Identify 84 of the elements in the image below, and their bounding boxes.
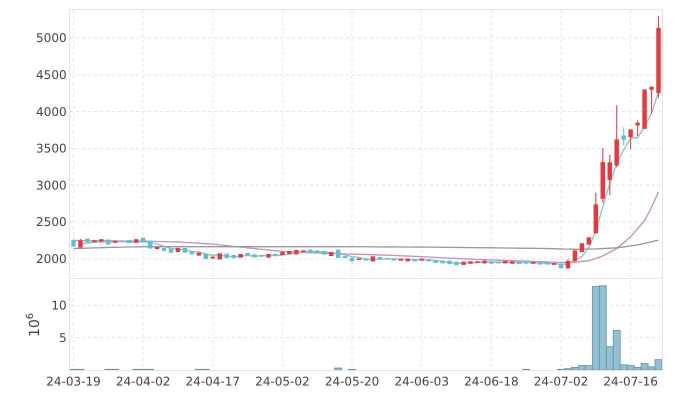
candlestick (524, 261, 528, 264)
candlestick (224, 253, 229, 258)
line-series (72, 239, 660, 250)
line-series (72, 191, 660, 264)
candlestick (412, 258, 417, 262)
candlestick (378, 256, 382, 260)
candlestick (328, 252, 334, 256)
candlestick (649, 86, 654, 114)
candlestick (635, 120, 640, 136)
candlestick (294, 250, 299, 255)
x-tick-label: 24-05-20 (324, 374, 380, 388)
candlestick (656, 16, 661, 98)
candlestick (231, 254, 236, 259)
candlestick (600, 147, 606, 204)
candlestick (182, 248, 188, 254)
line-series (80, 91, 660, 266)
candlestick (308, 249, 312, 254)
candlestick (406, 258, 410, 262)
y-tick-label: 4500 (36, 68, 67, 82)
candlestick (628, 128, 633, 150)
candlestick (454, 261, 459, 266)
candlestick (447, 260, 452, 265)
candlestick (642, 89, 647, 130)
candlestick (510, 260, 514, 264)
candlestick (489, 260, 494, 264)
candlestick (134, 238, 138, 244)
candlestick (85, 238, 90, 243)
candlestick (287, 250, 292, 254)
y-tick-label: 10 (51, 298, 67, 312)
y-tick-label: 3000 (36, 178, 67, 192)
y-tick-label: 3500 (36, 142, 67, 156)
candlestick (538, 262, 542, 265)
candlestick (196, 252, 202, 256)
candlestick (586, 237, 592, 245)
candlestick (99, 238, 104, 242)
candlestick (496, 261, 501, 264)
candlestick (461, 261, 466, 266)
candlestick (552, 262, 556, 266)
candlestick (420, 258, 424, 261)
candlestick (398, 258, 404, 261)
candlestick (218, 252, 222, 260)
x-tick-label: 24-07-16 (603, 374, 658, 388)
candlestick (140, 237, 146, 243)
candlestick (315, 250, 320, 254)
candlestick (426, 258, 431, 262)
candlestick (336, 249, 340, 258)
candlestick (566, 258, 570, 269)
candlestick (322, 250, 326, 255)
candlestick (503, 260, 508, 264)
y-tick-label: 2500 (36, 215, 67, 230)
candlestick (252, 254, 257, 258)
candlestick (614, 104, 619, 168)
y-tick-label: 2000 (36, 252, 67, 266)
candlestick (106, 239, 111, 245)
candlestick (621, 126, 626, 146)
candlestick (433, 260, 438, 264)
y-tick-label: 4000 (36, 104, 67, 119)
candlestick (113, 240, 118, 244)
candlestick (204, 254, 208, 260)
x-tick-label: 24-07-02 (534, 374, 588, 388)
candlestick (120, 240, 124, 242)
candlestick (580, 242, 584, 253)
candlestick (482, 259, 487, 264)
candlestick (572, 250, 578, 262)
x-tick-label: 24-05-02 (255, 374, 310, 388)
candlestick (210, 256, 215, 260)
candlestick (608, 154, 612, 196)
candlestick (530, 262, 536, 264)
candlestick (594, 192, 598, 234)
x-tick-label: 24-03-19 (46, 374, 101, 388)
y-tick-label: 5 (58, 330, 67, 345)
candlestick (342, 256, 348, 259)
y-tick-label: 5000 (36, 31, 67, 46)
candlestick (245, 252, 250, 256)
candlestick (238, 254, 243, 258)
candlestick (440, 260, 445, 264)
x-tick-label: 24-06-03 (394, 374, 449, 388)
candlestick (78, 238, 83, 248)
x-tick-label: 24-06-18 (464, 374, 519, 388)
candlestick (148, 240, 152, 250)
candlestick (350, 257, 354, 262)
x-tick-label: 24-04-02 (116, 374, 170, 388)
candlestick (280, 252, 285, 256)
x-tick-label: 24-04-17 (186, 374, 240, 388)
